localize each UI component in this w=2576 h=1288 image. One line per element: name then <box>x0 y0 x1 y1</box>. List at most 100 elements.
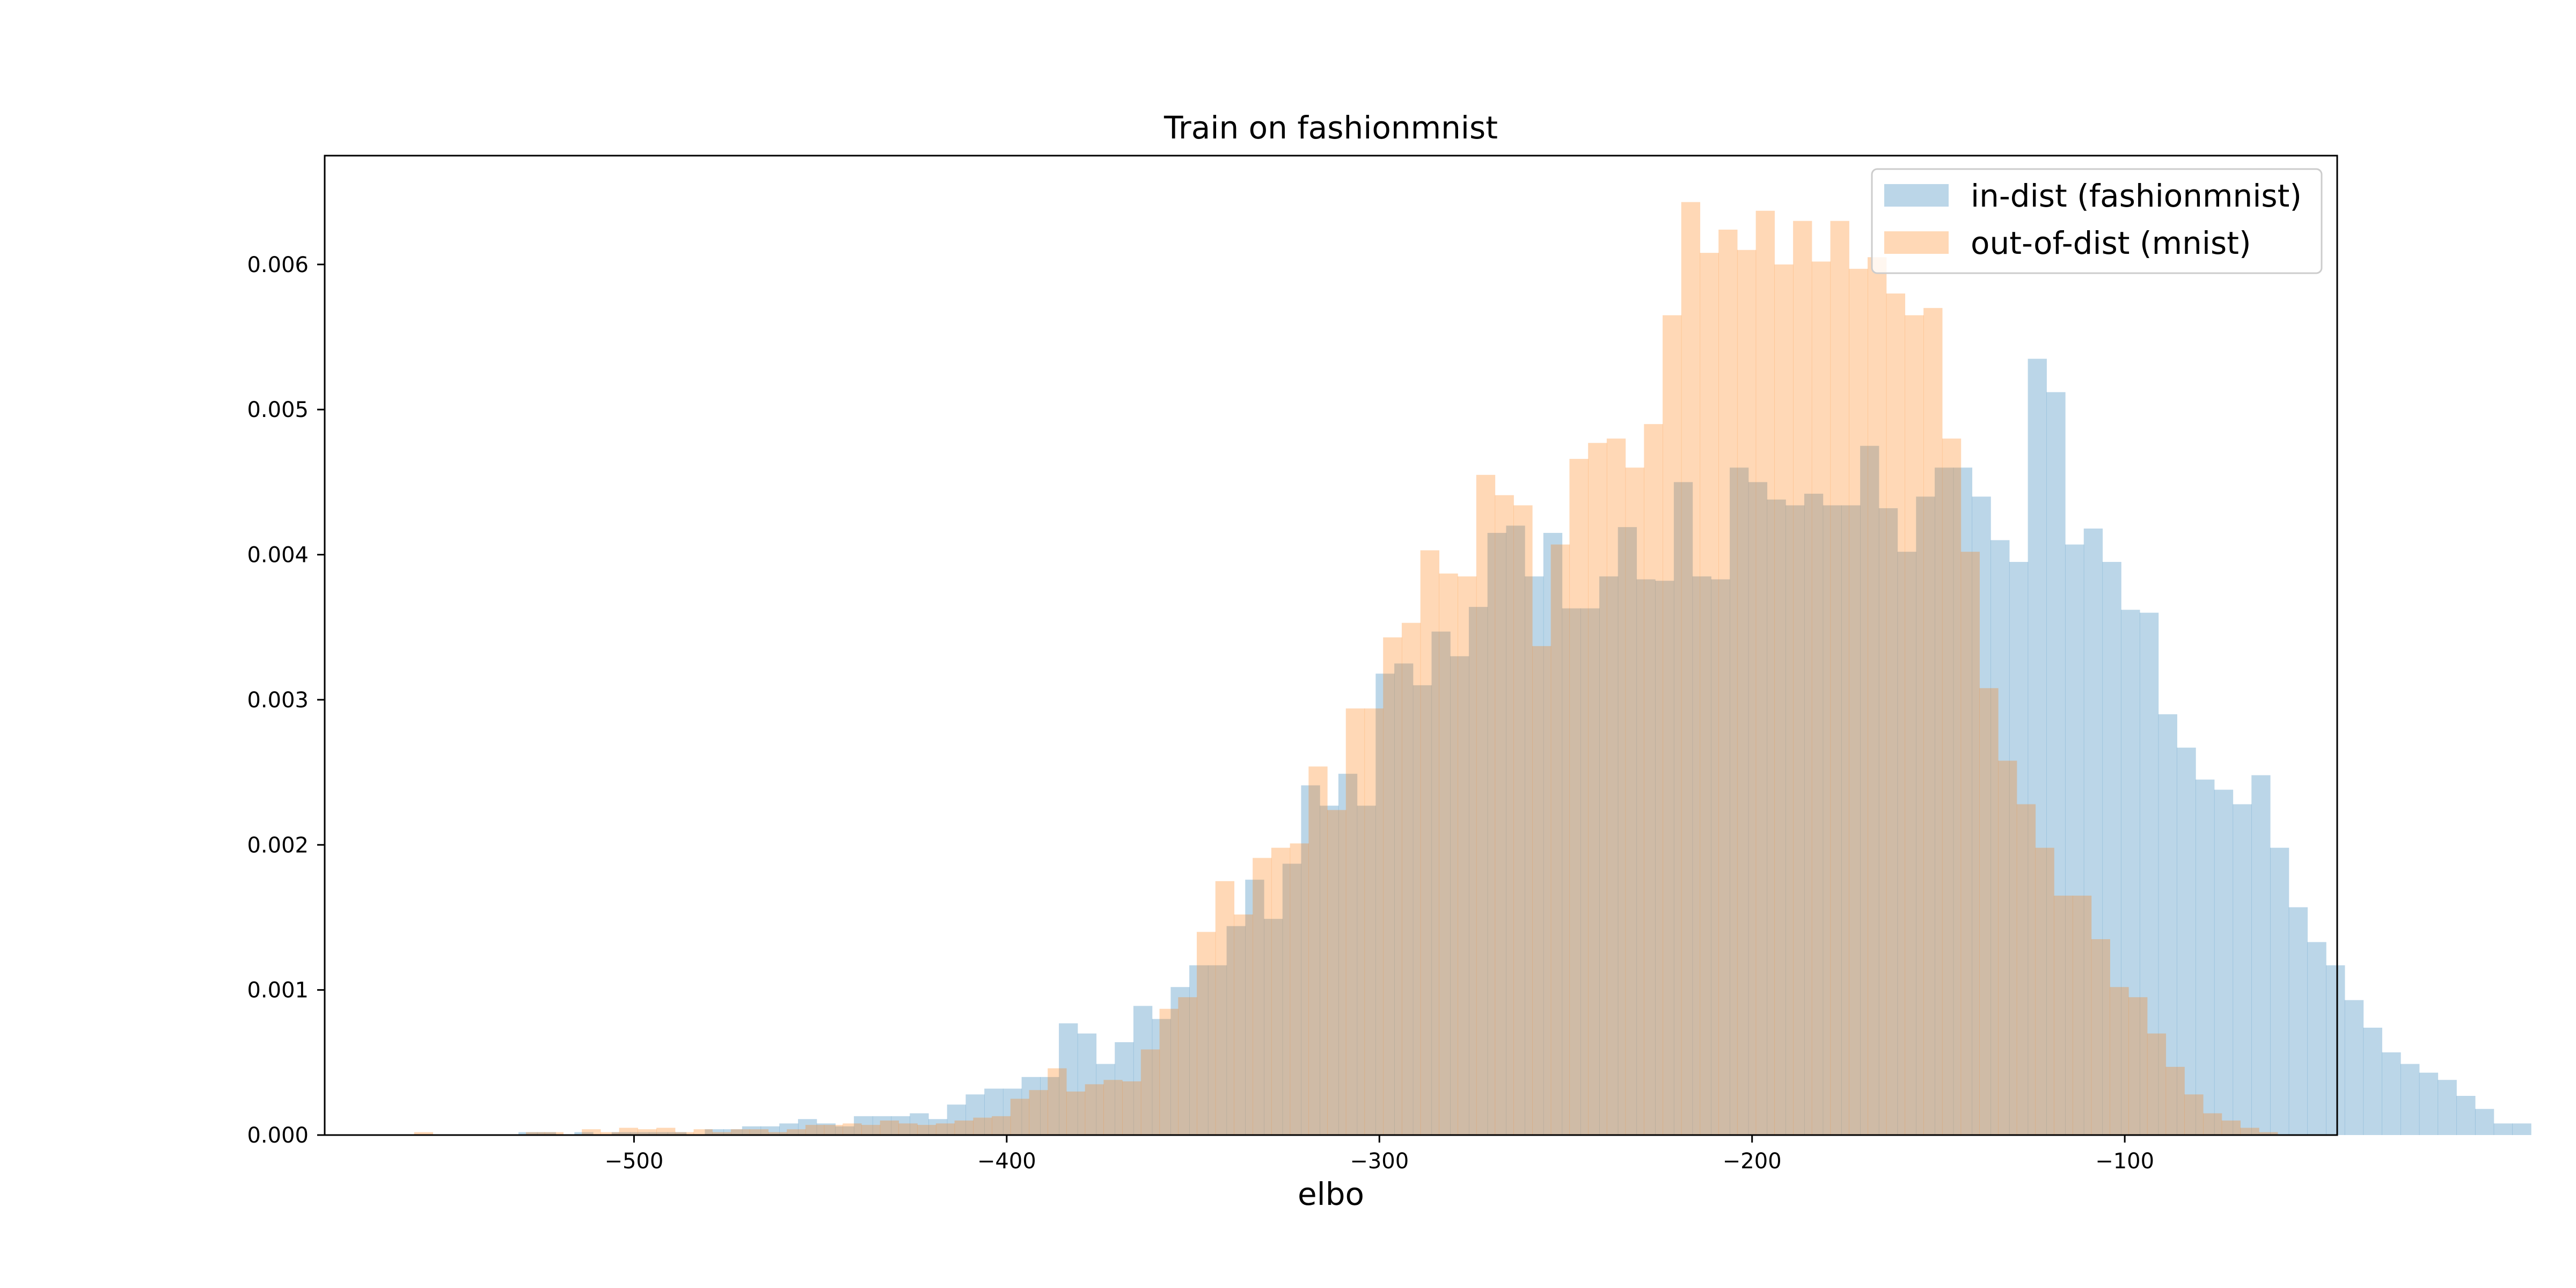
histogram-bar <box>2054 895 2073 1135</box>
histogram-bar <box>1096 1064 1115 1135</box>
histogram-bar <box>1450 656 1469 1135</box>
plot-frame <box>324 155 2338 1136</box>
histogram-bar <box>1029 1090 1048 1135</box>
histogram-bar <box>2307 942 2326 1135</box>
histogram-bar <box>630 1132 649 1135</box>
histogram-bar <box>2344 1000 2364 1135</box>
histogram-bar <box>2326 965 2345 1135</box>
histogram-bar <box>2028 358 2047 1135</box>
histogram-bar <box>824 1125 843 1135</box>
histogram-bar <box>2121 610 2140 1135</box>
histogram-bar <box>1420 550 1439 1135</box>
histogram-bar <box>816 1123 836 1135</box>
histogram-bar <box>1935 467 1954 1135</box>
histogram-bar <box>2083 528 2103 1136</box>
histogram-bar <box>1562 608 1581 1135</box>
histogram-bar <box>2091 939 2110 1135</box>
histogram-bar <box>2401 1064 2420 1135</box>
histogram-bar <box>1506 525 1525 1135</box>
histogram-bar <box>2016 804 2036 1135</box>
histogram-bar <box>797 1119 817 1135</box>
histogram-bar <box>544 1132 564 1135</box>
y-axis: 0.000 0.001 0.002 0.003 0.004 0.005 0.006 <box>247 253 325 1148</box>
histogram-bar <box>1208 965 1227 1135</box>
histogram-bar <box>1905 315 1924 1135</box>
histogram-bar <box>2419 1072 2439 1135</box>
histogram-bar <box>1468 606 1488 1135</box>
histogram-bar <box>2065 544 2084 1136</box>
x-tick-label: −400 <box>977 1149 1036 1174</box>
histogram-bar <box>854 1116 873 1135</box>
histogram-bar <box>992 1116 1011 1135</box>
y-tick-label: 0.006 <box>247 253 309 277</box>
histogram-bar <box>1711 579 1730 1135</box>
legend-swatch-in-dist <box>1884 184 1949 207</box>
histogram-bar <box>1327 810 1346 1135</box>
histogram-bar <box>574 1132 594 1135</box>
histogram-bar <box>2288 907 2308 1135</box>
y-tick-label: 0.002 <box>247 833 309 858</box>
histogram-bar <box>2214 789 2234 1135</box>
histogram-bar <box>2035 847 2054 1135</box>
histogram-bar <box>1998 760 2017 1135</box>
histogram-bar <box>1282 863 1302 1135</box>
histogram-bar <box>760 1126 780 1135</box>
histogram-bar <box>1737 250 1757 1136</box>
histogram-bar <box>1215 881 1235 1135</box>
histogram-bar <box>2184 1094 2204 1135</box>
histogram-bar <box>779 1123 799 1135</box>
histogram-bar <box>2128 997 2148 1135</box>
histogram-bar <box>1960 552 1980 1135</box>
legend: in-dist (fashionmnist) out-of-dist (mnis… <box>1871 168 2323 274</box>
histogram-bar <box>1979 688 1999 1135</box>
histogram-bar <box>1811 261 1831 1135</box>
histogram-bar <box>835 1126 854 1135</box>
histogram-bar <box>1357 806 1376 1135</box>
histogram-bar <box>1226 926 1246 1135</box>
histogram-bar <box>1189 965 1209 1135</box>
histogram-bar <box>1625 467 1644 1135</box>
histogram-bar <box>2139 612 2159 1135</box>
histogram-bar <box>1152 1019 1171 1135</box>
histogram-bar <box>1178 997 1197 1135</box>
histogram-bar <box>1375 674 1395 1135</box>
histogram-bar <box>1122 1081 1141 1135</box>
histogram-bar <box>1942 438 1962 1136</box>
x-axis-label: elbo <box>1298 1176 1364 1212</box>
legend-frame <box>1871 168 2323 274</box>
histogram-bar <box>1588 443 1607 1136</box>
histogram-bar <box>619 1128 638 1135</box>
histogram-bar <box>1841 505 1861 1136</box>
histogram-bar <box>742 1126 762 1135</box>
histogram-bar <box>2382 1052 2401 1135</box>
histogram-bar <box>1439 573 1458 1135</box>
histogram-bar <box>1115 1042 1134 1135</box>
histogram-bar <box>2072 895 2092 1135</box>
histogram-bar <box>1525 576 1544 1135</box>
histogram-bar <box>1271 847 1291 1135</box>
histogram-bar <box>705 1129 724 1135</box>
histogram-bar <box>1048 1068 1067 1135</box>
histogram-bar <box>749 1129 769 1135</box>
histogram-bar <box>1077 1033 1097 1135</box>
histogram-bar <box>1159 1008 1179 1135</box>
histogram-bar <box>1550 544 1570 1136</box>
histogram-bar <box>1290 843 1309 1135</box>
histogram-bar <box>1513 505 1533 1136</box>
legend-swatch-out-of-dist <box>1884 231 1949 254</box>
bars-layer <box>414 202 2531 1136</box>
histogram-bar <box>1059 1023 1078 1135</box>
histogram-bar <box>1897 552 1916 1135</box>
histogram-bar <box>693 1129 713 1135</box>
x-tick-label: −200 <box>1723 1149 1782 1174</box>
chart-title: Train on fashionmnist <box>1163 109 1498 146</box>
histogram-bar <box>2438 1080 2457 1135</box>
histogram-bar <box>787 1129 806 1135</box>
histogram-bar <box>1301 785 1320 1135</box>
histogram-bar <box>1923 308 1943 1135</box>
histogram-bar <box>1599 576 1619 1135</box>
histogram-bar <box>880 1120 899 1135</box>
histogram-bar <box>2456 1096 2476 1135</box>
y-tick-label: 0.000 <box>247 1123 309 1148</box>
